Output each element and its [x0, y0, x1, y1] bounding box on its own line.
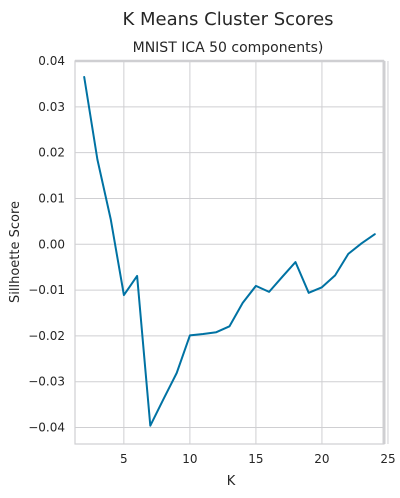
- y-tick-label: −0.01: [28, 283, 65, 297]
- y-tick-label: 0.00: [38, 237, 65, 251]
- y-tick-label: −0.04: [28, 421, 65, 435]
- plot-area: [75, 61, 384, 444]
- y-tick-label: 0.04: [38, 54, 65, 68]
- x-tick-label: 15: [248, 452, 263, 466]
- y-tick-label: −0.03: [28, 375, 65, 389]
- x-tick-label: 20: [314, 452, 329, 466]
- x-tick-label: 10: [182, 452, 197, 466]
- x-tick-label: 25: [380, 452, 395, 466]
- chart-subtitle: MNIST ICA 50 components): [133, 40, 324, 56]
- y-tick-label: 0.03: [38, 100, 65, 114]
- y-tick-label: 0.01: [38, 191, 65, 205]
- y-axis-label: Sillhoette Score: [8, 201, 23, 303]
- x-tick-label: 5: [120, 452, 128, 466]
- x-axis-label: K: [227, 474, 236, 489]
- y-tick-label: −0.02: [28, 329, 65, 343]
- chart-title: K Means Cluster Scores: [122, 9, 333, 30]
- y-tick-label: 0.02: [38, 146, 65, 160]
